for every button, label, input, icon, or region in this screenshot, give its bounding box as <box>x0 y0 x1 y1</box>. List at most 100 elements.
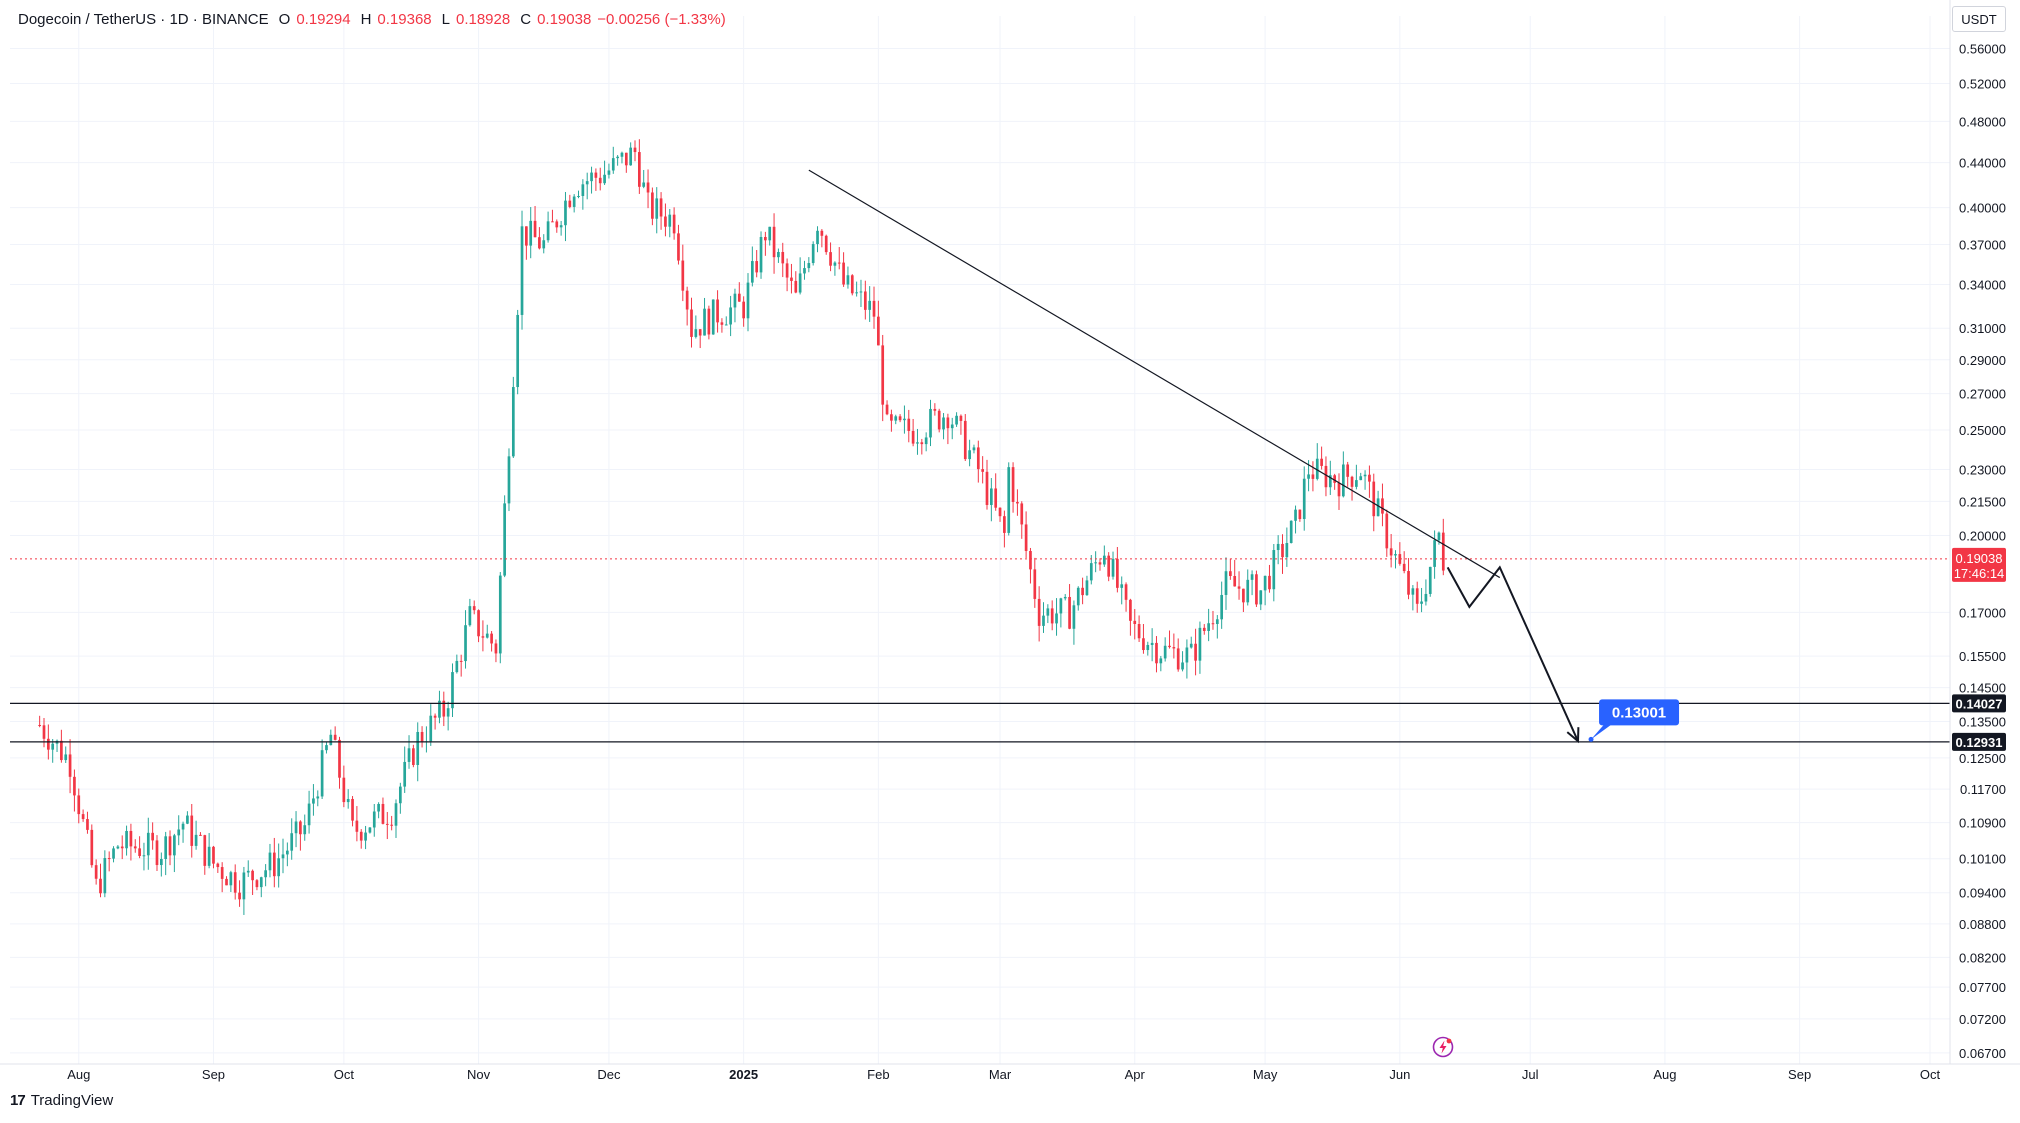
symbol-header: Dogecoin / TetherUS · 1D · BINANCE O 0.19… <box>18 8 726 30</box>
candle-body <box>772 226 776 258</box>
candle-body <box>1411 588 1415 595</box>
close-label: C <box>520 10 532 28</box>
symbol-title[interactable]: Dogecoin / TetherUS · 1D · BINANCE <box>18 10 269 28</box>
price-tick-label: 0.56000 <box>1959 42 2006 57</box>
candle-body <box>51 743 55 750</box>
candle-body <box>837 262 841 264</box>
candle-body <box>1402 563 1406 572</box>
candle-body <box>672 214 676 234</box>
candle-body <box>155 840 159 866</box>
candle-body <box>933 408 937 411</box>
candle-body <box>1089 563 1093 581</box>
candle-body <box>194 834 198 846</box>
time-tick-label: Feb <box>867 1067 889 1082</box>
candle-body <box>1016 501 1019 504</box>
candle-body <box>551 221 554 223</box>
candle-body <box>629 147 633 166</box>
candle-body <box>1224 571 1228 595</box>
candle-body <box>698 329 702 336</box>
candle-body <box>920 442 924 445</box>
candle-body <box>159 858 163 866</box>
candle-body <box>585 181 589 185</box>
candle-body <box>998 507 1002 517</box>
candle-body <box>477 610 480 637</box>
price-tick-label: 0.40000 <box>1959 201 2006 216</box>
candle-body <box>885 404 889 415</box>
candle-body <box>746 282 750 319</box>
flash-icon[interactable] <box>1432 1036 1454 1058</box>
time-tick-label: 2025 <box>729 1067 758 1082</box>
candle-body <box>164 836 168 859</box>
candle-body <box>651 192 654 219</box>
candle-body <box>398 786 402 804</box>
candle-body <box>38 724 42 726</box>
candle-body <box>872 300 876 317</box>
candle-body <box>976 447 980 470</box>
candle-body <box>724 324 728 326</box>
candle-body <box>781 251 785 264</box>
candle-body <box>1102 555 1106 565</box>
candle-body <box>668 214 672 227</box>
candle-body <box>464 625 467 662</box>
drawings: 0.13001 <box>10 169 1950 744</box>
candle-body <box>611 158 615 171</box>
candle-body <box>142 855 146 857</box>
price-tick-label: 0.52000 <box>1959 77 2006 92</box>
candle-body <box>1394 554 1397 556</box>
candle-body <box>233 872 237 893</box>
candle-body <box>120 846 124 849</box>
callout-box <box>1599 699 1680 726</box>
candle-body <box>1133 620 1137 624</box>
candle-body <box>407 748 411 762</box>
time-tick-label: Aug <box>1653 1067 1676 1082</box>
price-tick-label: 0.48000 <box>1959 114 2006 129</box>
candle-body <box>1198 627 1202 661</box>
candle-body <box>416 731 420 765</box>
change-value: −0.00256 (−1.33%) <box>597 10 726 28</box>
candle-body <box>99 878 102 894</box>
candle-body <box>1346 464 1350 477</box>
candle-body <box>855 292 858 294</box>
currency-selector[interactable]: USDT <box>1952 6 2006 32</box>
brand-name: TradingView <box>30 1092 114 1109</box>
candle-body <box>1272 550 1276 590</box>
candle-body <box>46 738 50 750</box>
time-tick-label: Oct <box>334 1067 355 1082</box>
candle-body <box>338 739 341 778</box>
time-tick-label: Jun <box>1389 1067 1410 1082</box>
candle-body <box>1098 562 1102 565</box>
candle-body <box>1368 474 1371 482</box>
tradingview-brand[interactable]: 17 TradingView <box>10 1092 113 1109</box>
candle-body <box>538 237 541 249</box>
candle-body <box>385 823 389 825</box>
level-price-tag <box>1952 694 2006 713</box>
level-price-label: 0.14027 <box>1956 696 2003 711</box>
candle-body <box>203 835 207 866</box>
price-tick-label: 0.07200 <box>1959 1012 2006 1027</box>
candle-body <box>1024 524 1028 551</box>
candle-body <box>572 196 576 207</box>
candle-body <box>681 260 685 291</box>
candle-body <box>1111 558 1115 577</box>
candle-body <box>325 745 328 751</box>
candle-body <box>1237 586 1241 589</box>
candle-body <box>907 418 911 431</box>
candle-body <box>1037 598 1041 626</box>
candle-body <box>968 450 971 460</box>
callout-pointer <box>1591 723 1614 740</box>
candle-body <box>785 263 789 278</box>
price-tick-label: 0.37000 <box>1959 238 2006 253</box>
candle-body <box>81 814 85 820</box>
candle-body <box>259 877 263 888</box>
candle-body <box>403 761 407 787</box>
candle-body <box>312 798 315 804</box>
candle-body <box>299 821 302 835</box>
candle-body <box>1116 558 1119 588</box>
candle-body <box>238 892 241 900</box>
candle-body <box>1307 474 1310 479</box>
candle-body <box>1137 623 1141 639</box>
price-tick-label: 0.34000 <box>1959 278 2006 293</box>
projection-path <box>1446 565 1579 742</box>
